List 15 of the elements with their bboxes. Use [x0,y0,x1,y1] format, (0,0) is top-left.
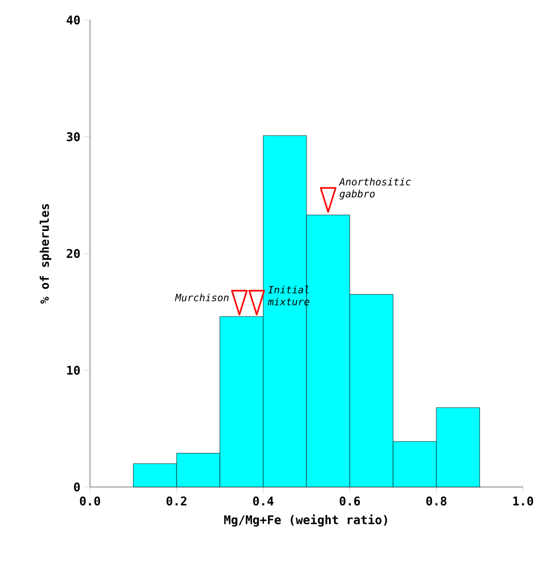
x-tick-label: 1.0 [513,496,534,506]
y-tick-label: 0 [74,482,80,492]
y-tick-label: 40 [66,15,80,25]
x-tick-label: 0.0 [80,496,100,506]
y-tick-label: 20 [66,248,80,258]
x-tick-label: 0.6 [340,496,360,506]
x-tick-label: 0.2 [166,496,186,506]
y-tick-label: 10 [67,366,80,375]
x-tick-label: 0.8 [426,496,446,506]
annotation: Anorthositic gabbro [338,178,411,200]
y-axis-title: % of spherules [40,204,52,304]
x-tick-label: 0.4 [253,496,274,506]
x-axis-title: Mg/Mg+Fe (weight ratio) [224,514,388,527]
annotation: Murchison [174,294,229,302]
y-tick-label: 30 [66,132,80,142]
